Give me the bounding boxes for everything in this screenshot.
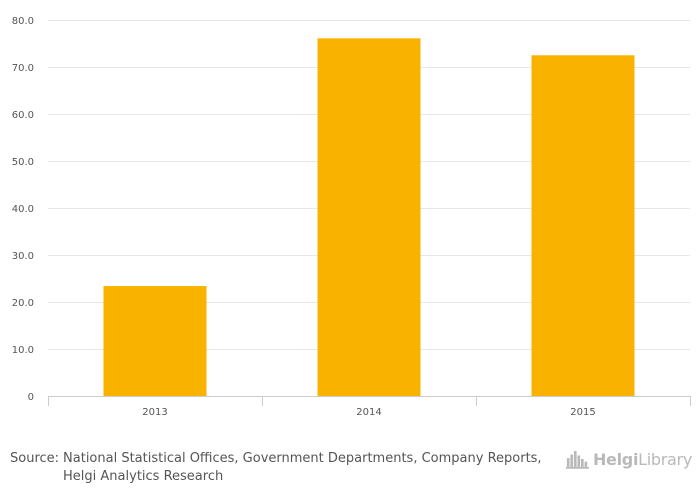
- x-tick-label: 2014: [356, 407, 381, 418]
- bars: [103, 38, 635, 396]
- y-tick-label: 70.0: [12, 63, 34, 74]
- x-tick-label: 2015: [570, 407, 595, 418]
- y-tick-label: 60.0: [12, 110, 34, 121]
- y-tick-label: 20.0: [12, 298, 34, 309]
- bar: [317, 38, 421, 396]
- y-tick-label: 30.0: [12, 251, 34, 262]
- y-tick-label: 80.0: [12, 16, 34, 27]
- helgi-library-logo[interactable]: HelgiLibrary: [566, 446, 692, 472]
- x-tick-label: 2013: [142, 407, 167, 418]
- helgi-skyline-icon: [566, 451, 589, 469]
- logo-text: HelgiLibrary: [593, 450, 692, 469]
- source-note: Source: National Statistical Offices, Go…: [10, 450, 550, 486]
- y-tick-label: 50.0: [12, 157, 34, 168]
- bar-chart: 010.020.030.040.050.060.070.080.0 2013 20…: [12, 16, 691, 418]
- y-axis-tick-labels: 0 10.0 20.0 30.0 40.0 50.0 60.0 70.0 80.0: [12, 16, 34, 403]
- bar: [103, 286, 207, 396]
- source-label: Source:: [10, 451, 60, 466]
- bar: [531, 55, 635, 396]
- y-tick-label: 40.0: [12, 204, 34, 215]
- y-tick-label: 0: [28, 392, 34, 403]
- logo-text-bold: Helgi: [592, 449, 639, 469]
- x-axis: [48, 396, 691, 406]
- logo-text-regular: Library: [638, 449, 692, 469]
- x-axis-tick-labels: 2013 2014 2015: [142, 407, 595, 418]
- y-tick-label: 10.0: [12, 345, 34, 356]
- source-text: National Statistical Offices, Government…: [63, 451, 542, 484]
